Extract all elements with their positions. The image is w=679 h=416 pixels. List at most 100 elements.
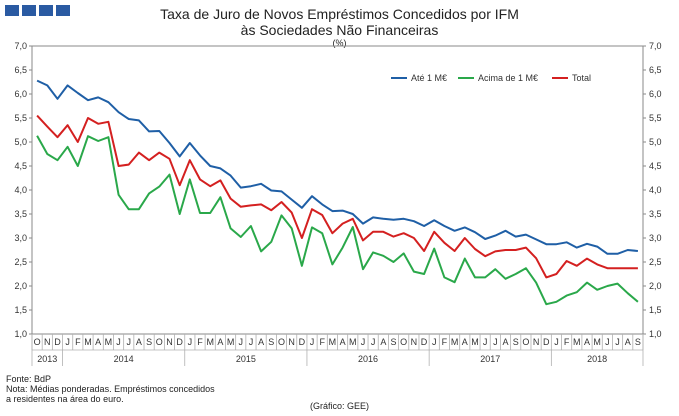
x-month-label: A [136, 337, 142, 347]
x-month-label: M [206, 337, 214, 347]
bdp-logo [5, 5, 70, 16]
y-tick-label-left: 4,5 [14, 161, 27, 171]
y-tick-label-left: 2,5 [14, 257, 27, 267]
y-tick-label-right: 3,0 [649, 233, 662, 243]
y-tick-label-right: 4,0 [649, 185, 662, 195]
x-month-label: M [593, 337, 601, 347]
y-tick-label-right: 2,0 [649, 281, 662, 291]
x-month-label: D [176, 337, 183, 347]
x-month-label: N [166, 337, 173, 347]
x-month-label: S [513, 337, 519, 347]
x-year-label: 2017 [480, 354, 500, 364]
x-month-label: A [340, 337, 346, 347]
x-month-label: J [116, 337, 121, 347]
x-month-label: M [573, 337, 581, 347]
x-month-label: J [249, 337, 254, 347]
note-line2: a residentes na área do euro. [6, 394, 124, 404]
x-month-label: M [349, 337, 357, 347]
x-month-label: S [635, 337, 641, 347]
legend-label: Acima de 1 M€ [478, 73, 538, 83]
y-tick-label-right: 1,5 [649, 305, 662, 315]
x-month-label: M [471, 337, 479, 347]
x-month-label: J [65, 337, 70, 347]
x-month-label: F [564, 337, 570, 347]
x-month-label: M [227, 337, 235, 347]
plot-frame [31, 45, 644, 335]
x-month-label: A [380, 337, 386, 347]
x-month-label: A [95, 337, 101, 347]
x-month-label: J [310, 337, 315, 347]
x-month-label: M [105, 337, 113, 347]
x-month-label: F [75, 337, 81, 347]
note-line1: Nota: Médias ponderadas. Empréstimos con… [6, 384, 215, 394]
y-tick-label-left: 6,5 [14, 65, 27, 75]
logo-block [5, 5, 19, 16]
source-note: Fonte: BdP [6, 374, 52, 384]
x-month-label: J [239, 337, 244, 347]
chart-title-line1: Taxa de Juro de Novos Empréstimos Conced… [160, 6, 519, 22]
logo-block [22, 5, 36, 16]
x-month-label: A [217, 337, 223, 347]
y-tick-label-right: 7,0 [649, 41, 662, 51]
x-month-label: J [493, 337, 498, 347]
legend-label: Até 1 M€ [411, 73, 447, 83]
y-tick-label-right: 2,5 [649, 257, 662, 267]
x-month-label: F [319, 337, 325, 347]
series-line [36, 135, 639, 306]
x-month-label: J [371, 337, 376, 347]
x-month-label: O [34, 337, 41, 347]
y-tick-label-left: 7,0 [14, 41, 27, 51]
y-tick-label-right: 3,5 [649, 209, 662, 219]
logo-block [56, 5, 70, 16]
y-tick-label-left: 6,0 [14, 89, 27, 99]
x-year-label: 2016 [358, 354, 378, 364]
y-tick-label-right: 1,0 [649, 329, 662, 339]
x-year-label: 2015 [236, 354, 256, 364]
chart-unit: (%) [332, 38, 347, 48]
x-month-label: J [188, 337, 193, 347]
x-year-label: 2014 [114, 354, 134, 364]
x-month-label: J [615, 337, 620, 347]
x-month-label: J [554, 337, 559, 347]
x-month-label: M [329, 337, 337, 347]
y-tick-label-left: 3,5 [14, 209, 27, 219]
y-tick-label-left: 5,5 [14, 113, 27, 123]
x-month-label: M [451, 337, 459, 347]
x-month-label: A [625, 337, 631, 347]
x-month-label: A [462, 337, 468, 347]
chart-credit: (Gráfico: GEE) [309, 401, 369, 411]
x-month-label: N [411, 337, 418, 347]
x-month-label: A [258, 337, 264, 347]
y-tick-label-left: 1,5 [14, 305, 27, 315]
x-month-label: J [483, 337, 488, 347]
y-tick-label-left: 5,0 [14, 137, 27, 147]
x-month-label: A [503, 337, 509, 347]
x-month-label: O [400, 337, 407, 347]
x-year-label: 2013 [37, 354, 57, 364]
x-year-label: 2018 [587, 354, 607, 364]
x-month-label: J [361, 337, 366, 347]
x-month-label: D [421, 337, 428, 347]
x-month-label: D [54, 337, 61, 347]
x-month-label: N [44, 337, 51, 347]
y-tick-label-right: 6,5 [649, 65, 662, 75]
y-tick-label-left: 2,0 [14, 281, 27, 291]
y-tick-label-right: 5,0 [649, 137, 662, 147]
x-month-label: S [391, 337, 397, 347]
x-month-label: O [522, 337, 529, 347]
logo-block [39, 5, 53, 16]
x-month-label: F [442, 337, 448, 347]
x-month-label: S [146, 337, 152, 347]
x-month-label: F [197, 337, 203, 347]
x-month-label: O [156, 337, 163, 347]
x-month-label: N [288, 337, 295, 347]
x-month-label: J [126, 337, 131, 347]
x-month-label: O [278, 337, 285, 347]
x-month-label: A [584, 337, 590, 347]
y-tick-label-right: 6,0 [649, 89, 662, 99]
series-line [36, 79, 638, 255]
x-month-label: S [268, 337, 274, 347]
y-tick-label-left: 1,0 [14, 329, 27, 339]
x-month-label: D [299, 337, 306, 347]
